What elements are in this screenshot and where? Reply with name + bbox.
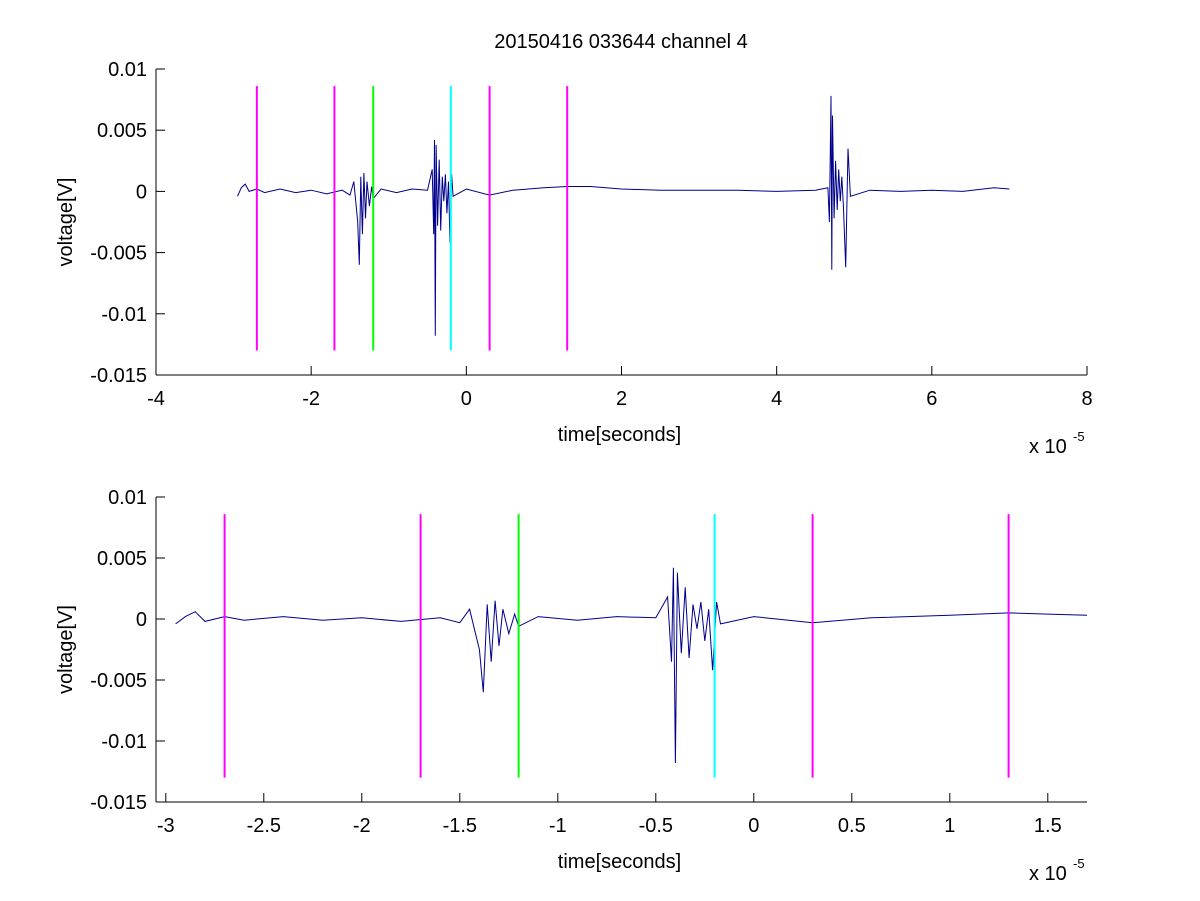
x-tick-label: -2: [302, 388, 320, 410]
x-axis-label: time[seconds]: [558, 424, 681, 446]
x-tick-label: 0.5: [838, 815, 866, 837]
x-tick-label: -2: [353, 815, 371, 837]
y-tick-label: -0.015: [90, 792, 147, 814]
y-tick-label: 0.005: [97, 120, 147, 142]
y-tick-label: -0.015: [90, 365, 147, 387]
x-tick-label: 8: [1081, 388, 1092, 410]
x-tick-label: 1.5: [1034, 815, 1062, 837]
y-axis-label: voltage[V]: [55, 178, 77, 267]
y-tick-label: 0.01: [108, 487, 147, 509]
x-tick-label: -1.5: [443, 815, 477, 837]
y-tick-label: -0.01: [101, 731, 147, 753]
x-tick-label: 2: [616, 388, 627, 410]
x-axis-label: time[seconds]: [558, 851, 681, 873]
x-tick-label: -3: [157, 815, 175, 837]
y-tick-label: 0.005: [97, 548, 147, 570]
y-tick-label: -0.005: [90, 670, 147, 692]
x-tick-label: 4: [771, 388, 782, 410]
y-tick-label: -0.005: [90, 243, 147, 265]
figure-title: 20150416 033644 channel 4: [494, 31, 748, 53]
signal-trace: [237, 95, 1010, 336]
x-multiplier-label: x 10: [1029, 436, 1067, 458]
x-multiplier-label: x 10: [1029, 863, 1067, 885]
y-axis-label: voltage[V]: [55, 605, 77, 694]
y-tick-label: 0: [136, 609, 147, 631]
x-tick-label: -4: [147, 388, 165, 410]
x-tick-label: -2.5: [247, 815, 281, 837]
x-multiplier-exponent: -5: [1073, 856, 1085, 871]
signal-trace: [175, 567, 1088, 764]
y-tick-label: 0.01: [108, 59, 147, 81]
x-multiplier-exponent: -5: [1073, 429, 1085, 444]
top-panel: 0.01 0.005 0 -0.005 -0.01 -0.015-4 -2 0 2 4 6 8 time…: [55, 59, 1093, 458]
bottom-panel: 0.01 0.005 0 -0.005 -0.01 -0.015 -3 -2.5 -2 -1.5 -…: [55, 487, 1088, 885]
x-tick-label: 6: [926, 388, 937, 410]
x-tick-label: -0.5: [639, 815, 673, 837]
x-tick-label: 0: [461, 388, 472, 410]
y-tick-label: 0: [136, 181, 147, 203]
x-tick-label: 1: [944, 815, 955, 837]
x-tick-label: -1: [549, 815, 567, 837]
y-tick-label: -0.01: [101, 304, 147, 326]
x-tick-label: 0: [748, 815, 759, 837]
